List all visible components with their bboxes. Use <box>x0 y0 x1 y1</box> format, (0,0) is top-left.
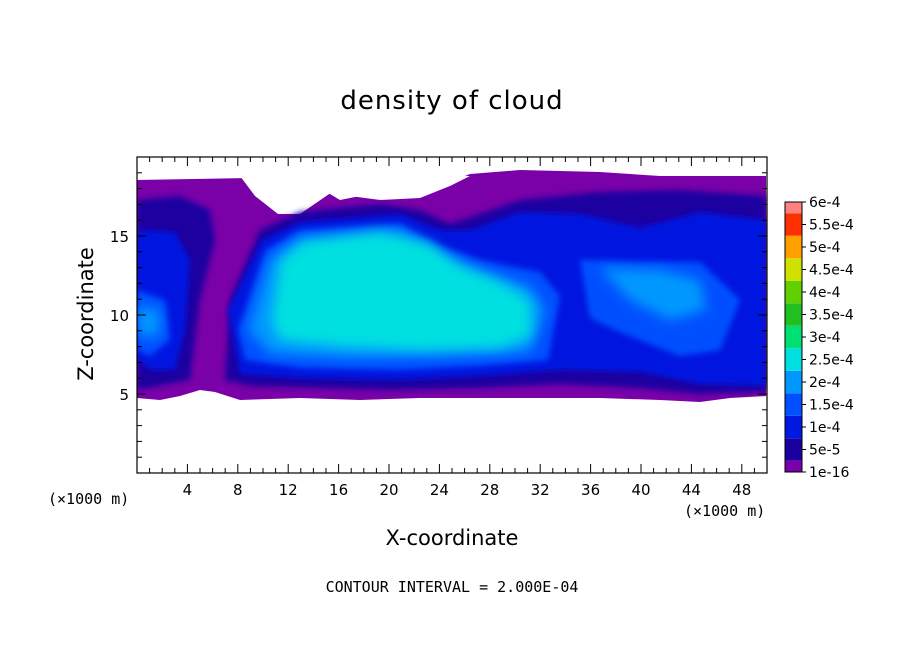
gap-top-2 <box>350 176 470 200</box>
colorbar-swatch <box>785 348 802 371</box>
contour-interval-label: CONTOUR INTERVAL = 2.000E-04 <box>325 578 579 596</box>
x-axis-label: X-coordinate <box>385 526 519 550</box>
z-unit-label: (×1000 m) <box>48 490 130 508</box>
colorbar-swatch <box>785 202 802 214</box>
x-tick-label: 48 <box>732 481 751 499</box>
x-tick-label: 16 <box>329 481 348 499</box>
colorbar-label: 5e-5 <box>809 443 840 459</box>
colorbar-label: 1.5e-4 <box>809 398 854 414</box>
colorbar-swatch <box>785 325 802 349</box>
x-tick-label: 8 <box>233 481 243 499</box>
x-tick-label: 32 <box>531 481 550 499</box>
colorbar-swatch <box>785 438 802 461</box>
colorbar-swatch <box>785 235 802 259</box>
colorbar-label: 1e-16 <box>809 465 849 481</box>
colorbar-label: 4e-4 <box>809 285 841 301</box>
band-cyan <box>272 232 532 350</box>
x-tick-label: 28 <box>480 481 499 499</box>
x-tick-label: 44 <box>682 481 701 499</box>
x-unit-label: (×1000 m) <box>684 502 766 520</box>
colorbar-label: 3e-4 <box>809 330 841 346</box>
x-axis: 4 8 12 16 20 24 28 32 36 40 44 48 <box>149 157 755 499</box>
x-tick-label: 24 <box>430 481 449 499</box>
colorbar-label: 3.5e-4 <box>809 308 854 324</box>
x-tick-label: 36 <box>581 481 600 499</box>
colorbar-swatch <box>785 303 802 326</box>
colorbar-swatch <box>785 213 802 236</box>
colorbar-swatch <box>785 393 802 416</box>
colorbar-swatch <box>785 415 802 439</box>
y-axis: 5 10 15 <box>110 172 767 458</box>
colorbar-label: 2e-4 <box>809 375 841 391</box>
x-tick-label: 20 <box>379 481 398 499</box>
gap-top <box>240 176 335 214</box>
y-tick-label: 5 <box>119 386 129 404</box>
chart-title: density of cloud <box>340 86 564 116</box>
colorbar-swatch <box>785 258 802 281</box>
colorbar-label: 1e-4 <box>809 420 841 436</box>
colorbar-label: 5e-4 <box>809 240 841 256</box>
y-tick-label: 10 <box>110 307 129 325</box>
y-tick-label: 15 <box>110 228 129 246</box>
colorbar-swatch <box>785 280 802 304</box>
x-tick-label: 40 <box>631 481 650 499</box>
colorbar-swatch <box>785 370 802 394</box>
colorbar-label: 4.5e-4 <box>809 263 854 279</box>
colorbar-swatch <box>785 460 802 472</box>
x-tick-label: 4 <box>183 481 193 499</box>
colorbar: 1e-16 5e-5 1e-4 1.5e-4 2e-4 2.5e-4 3e-4 3.5e-4 4… <box>784 195 854 481</box>
colorbar-label: 2.5e-4 <box>809 353 854 369</box>
cloud-density-field <box>137 170 766 402</box>
colorbar-label: 6e-4 <box>809 195 841 211</box>
x-tick-label: 12 <box>279 481 298 499</box>
colorbar-label: 5.5e-4 <box>809 218 854 234</box>
